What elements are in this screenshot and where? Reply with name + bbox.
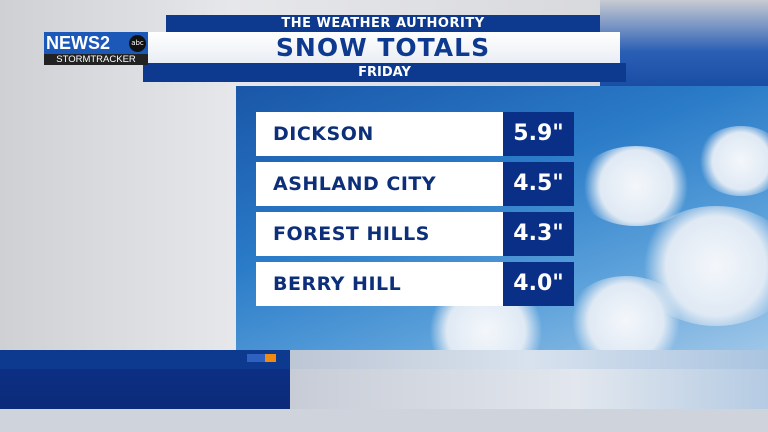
floor	[0, 409, 768, 432]
snow-total: 4.0"	[503, 262, 574, 306]
table-row: ASHLAND CITY 4.5"	[256, 162, 574, 206]
snow-total: 4.5"	[503, 162, 574, 206]
station-logo: NEWS2 abc STORMTRACKER	[44, 32, 148, 65]
table-row: DICKSON 5.9"	[256, 112, 574, 156]
kicker-bar: THE WEATHER AUTHORITY	[166, 15, 600, 32]
indicator-orange	[265, 354, 276, 362]
table-row: FOREST HILLS 4.3"	[256, 212, 574, 256]
logo-brand: NEWS2	[44, 32, 148, 54]
logo-sub: STORMTRACKER	[44, 54, 148, 65]
abc-logo: abc	[129, 35, 146, 52]
footer-band-lower-right	[290, 369, 768, 409]
location-label: BERRY HILL	[256, 262, 503, 306]
footer-band	[0, 350, 290, 369]
location-label: DICKSON	[256, 112, 503, 156]
location-label: ASHLAND CITY	[256, 162, 503, 206]
snow-total: 5.9"	[503, 112, 574, 156]
background-panel	[600, 0, 768, 86]
footer-band-lower	[0, 369, 290, 409]
table-row: BERRY HILL 4.0"	[256, 262, 574, 306]
snow-total: 4.3"	[503, 212, 574, 256]
location-label: FOREST HILLS	[256, 212, 503, 256]
indicator-blue	[247, 354, 265, 362]
footer-band-right	[290, 350, 768, 369]
page-title: SNOW TOTALS	[146, 32, 620, 63]
subtitle-bar: FRIDAY	[143, 63, 626, 82]
